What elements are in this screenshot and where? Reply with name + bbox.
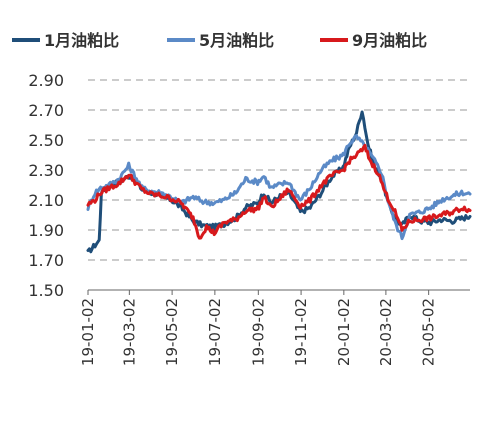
- series-line-3: [86, 143, 472, 240]
- y-tick-label: 2.30: [28, 161, 64, 180]
- x-axis-ticks: 19-01-02 19-03-02 19-05-02 19-07-02 19-09-02…: [79, 290, 438, 366]
- x-tick-label: 19-05-02: [163, 298, 181, 366]
- y-tick-label: 1.70: [28, 251, 64, 270]
- x-tick-label: 19-03-02: [120, 298, 138, 366]
- legend-item-series-2: 5月油粕比: [167, 31, 274, 50]
- y-tick-label: 2.90: [28, 71, 64, 90]
- legend-label-series-3: 9月油粕比: [352, 31, 427, 50]
- x-tick-label: 20-03-02: [377, 298, 395, 366]
- legend-item-series-1: 1月油粕比: [12, 31, 119, 50]
- legend-label-series-1: 1月油粕比: [44, 31, 119, 50]
- series-lines: [86, 110, 472, 254]
- legend-label-series-2: 5月油粕比: [199, 31, 274, 50]
- y-tick-label: 1.90: [28, 221, 64, 240]
- x-tick-label: 20-01-02: [335, 298, 353, 366]
- legend-item-series-3: 9月油粕比: [320, 31, 427, 50]
- gridlines: [88, 79, 470, 261]
- y-tick-label: 2.50: [28, 131, 64, 150]
- legend: 1月油粕比 5月油粕比 9月油粕比: [12, 31, 427, 50]
- y-axis-ticks: 1.50 1.70 1.90 2.10 2.30 2.50 2.70 2.90: [28, 71, 64, 300]
- y-tick-label: 2.70: [28, 101, 64, 120]
- x-tick-label: 20-05-02: [420, 298, 438, 366]
- y-tick-label: 1.50: [28, 281, 64, 300]
- x-tick-label: 19-07-02: [206, 298, 224, 366]
- x-tick-label: 19-01-02: [79, 298, 97, 366]
- y-tick-label: 2.10: [28, 191, 64, 210]
- x-tick-label: 19-09-02: [249, 298, 267, 366]
- x-tick-label: 19-11-02: [292, 298, 310, 366]
